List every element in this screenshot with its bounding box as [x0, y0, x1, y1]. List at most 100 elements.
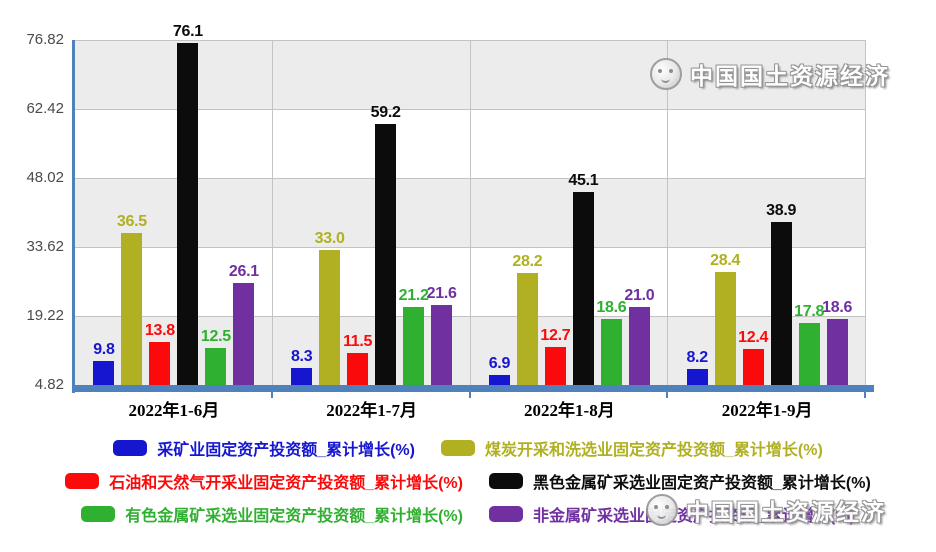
plot-band	[75, 109, 866, 178]
y-axis-line	[72, 40, 75, 393]
bar-value-label: 9.8	[93, 341, 115, 359]
bar: 59.2	[371, 104, 401, 385]
x-category-label: 2022年1-7月	[326, 401, 417, 420]
bar: 17.8	[794, 303, 824, 385]
bar-value-label: 38.9	[766, 201, 797, 219]
bar-value-label: 6.9	[488, 355, 511, 373]
legend-swatch	[113, 440, 148, 456]
bar-value-label: 12.4	[738, 328, 769, 346]
bar: 12.7	[540, 327, 571, 385]
bar: 26.1	[229, 263, 259, 385]
bar: 36.5	[117, 213, 147, 385]
x-axis-tick	[666, 392, 669, 398]
gridline-horizontal	[75, 316, 866, 317]
legend-label: 有色金属矿采选业固定资产投资额_累计增长(%)	[125, 508, 463, 525]
watermark-text: 中国国土资源经济	[686, 499, 886, 525]
gridline-horizontal	[75, 247, 866, 248]
bar: 12.5	[201, 328, 231, 385]
bar: 13.8	[145, 322, 175, 385]
bar: 8.2	[686, 349, 708, 385]
bar-value-label: 12.5	[200, 328, 231, 346]
legend-item: 石油和天然气开采业固定资产投资额_累计增长(%)	[65, 469, 463, 493]
bar-value-label: 13.8	[144, 321, 175, 339]
x-axis-tick	[270, 392, 273, 398]
legend-swatch	[489, 506, 523, 522]
legend-row: 石油和天然气开采业固定资产投资额_累计增长(%) 黑色金属矿采选业固定资产投资额_…	[0, 469, 936, 493]
bar-value-label: 17.8	[794, 302, 825, 320]
y-tick-label: 76.82	[26, 31, 64, 48]
legend-swatch	[65, 473, 100, 489]
bar-value-label: 21.2	[398, 286, 429, 304]
y-tick-label: 48.02	[26, 169, 64, 186]
bar: 12.4	[738, 329, 768, 385]
bar-value-label: 18.6	[822, 298, 853, 316]
bar: 76.1	[173, 23, 203, 385]
bar-value-label: 28.4	[710, 252, 741, 270]
x-axis-line	[72, 385, 874, 392]
x-axis-tick	[468, 392, 471, 398]
x-category-label: 2022年1-8月	[524, 401, 615, 420]
bar: 38.9	[766, 202, 796, 385]
y-tick-label: 19.22	[26, 307, 64, 324]
bar: 6.9	[489, 355, 510, 385]
bar-value-label: 21.0	[624, 287, 655, 305]
bar: 9.8	[93, 341, 115, 385]
watermark-logo	[646, 494, 678, 526]
bar: 45.1	[568, 172, 599, 385]
bar: 18.6	[822, 299, 852, 385]
legend-label: 黑色金属矿采选业固定资产投资额_累计增长(%)	[533, 475, 871, 492]
bar-cluster: 6.9 28.2 12.7 45.1 18.6 21.0	[471, 40, 669, 385]
plot-area: 9.8 36.5 13.8 76.1 12.5 26.1 8.3 33.0 11.5 59.2 21…	[75, 23, 866, 385]
gridline-vertical	[865, 40, 866, 385]
bar-value-label: 8.2	[686, 348, 708, 366]
legend-label: 煤炭开采和洗选业固定资产投资额_累计增长(%)	[485, 442, 823, 459]
legend-item: 非金属矿采选业固定资产投资额_累计增长(%)	[489, 502, 855, 526]
bar-value-label: 45.1	[568, 172, 599, 189]
category-group: 8.2 28.4 12.4 38.9 17.8 18.6	[668, 40, 866, 385]
gridline-horizontal	[75, 178, 866, 179]
legend-swatch	[81, 506, 116, 522]
bar-value-label: 76.1	[172, 23, 203, 41]
bar-value-label: 26.1	[228, 263, 259, 281]
gridline-vertical	[667, 40, 669, 385]
legend-swatch	[441, 440, 475, 456]
bar-value-label: 33.0	[314, 229, 345, 247]
y-tick-label: 62.42	[26, 100, 64, 117]
bar: 28.4	[710, 252, 740, 385]
gridline-vertical	[469, 40, 471, 385]
category-group: 6.9 28.2 12.7 45.1 18.6 21.0	[471, 40, 669, 385]
legend-label: 石油和天然气开采业固定资产投资额_累计增长(%)	[109, 475, 463, 492]
watermark-text: 中国国土资源经济	[690, 63, 890, 89]
legend-label: 非金属矿采选业固定资产投资额_累计增长(%)	[533, 508, 855, 525]
legend-row: 有色金属矿采选业固定资产投资额_累计增长(%) 非金属矿采选业固定资产投资额_累计…	[0, 502, 936, 526]
legend-item: 有色金属矿采选业固定资产投资额_累计增长(%)	[81, 502, 463, 526]
legend: 采矿业固定资产投资额_累计增长(%) 煤炭开采和洗选业固定资产投资额_累计增长(%…	[0, 436, 936, 526]
bar: 21.2	[399, 287, 429, 385]
gridline-horizontal	[75, 109, 866, 110]
legend-item: 黑色金属矿采选业固定资产投资额_累计增长(%)	[489, 469, 871, 493]
y-tick-label: 4.82	[34, 376, 64, 393]
bar-value-label: 8.3	[290, 348, 313, 366]
bar-value-label: 36.5	[116, 213, 147, 231]
bar-cluster: 9.8 36.5 13.8 76.1 12.5 26.1	[75, 23, 273, 385]
x-category-label: 2022年1-6月	[128, 401, 220, 420]
gridline-vertical	[271, 40, 273, 385]
watermark-top: 中国国土资源经济	[650, 57, 890, 91]
legend-item: 采矿业固定资产投资额_累计增长(%)	[113, 436, 415, 460]
legend-label: 采矿业固定资产投资额_累计增长(%)	[157, 442, 415, 459]
bar-value-label: 12.7	[540, 327, 571, 345]
bar: 11.5	[343, 333, 372, 385]
watermark-logo	[650, 58, 682, 90]
legend-swatch	[489, 473, 523, 489]
y-tick-label: 33.62	[26, 238, 64, 255]
legend-row: 采矿业固定资产投资额_累计增长(%) 煤炭开采和洗选业固定资产投资额_累计增长(%…	[0, 436, 936, 460]
bar-value-label: 11.5	[343, 333, 373, 350]
bar: 33.0	[315, 230, 345, 385]
plot-band	[75, 40, 866, 109]
bar-cluster: 8.2 28.4 12.4 38.9 17.8 18.6	[668, 40, 866, 385]
bar-cluster: 8.3 33.0 11.5 59.2 21.2 21.6	[273, 40, 471, 385]
gridline-horizontal	[75, 40, 866, 41]
bar: 21.6	[427, 285, 457, 385]
bar-value-label: 59.2	[370, 104, 401, 122]
